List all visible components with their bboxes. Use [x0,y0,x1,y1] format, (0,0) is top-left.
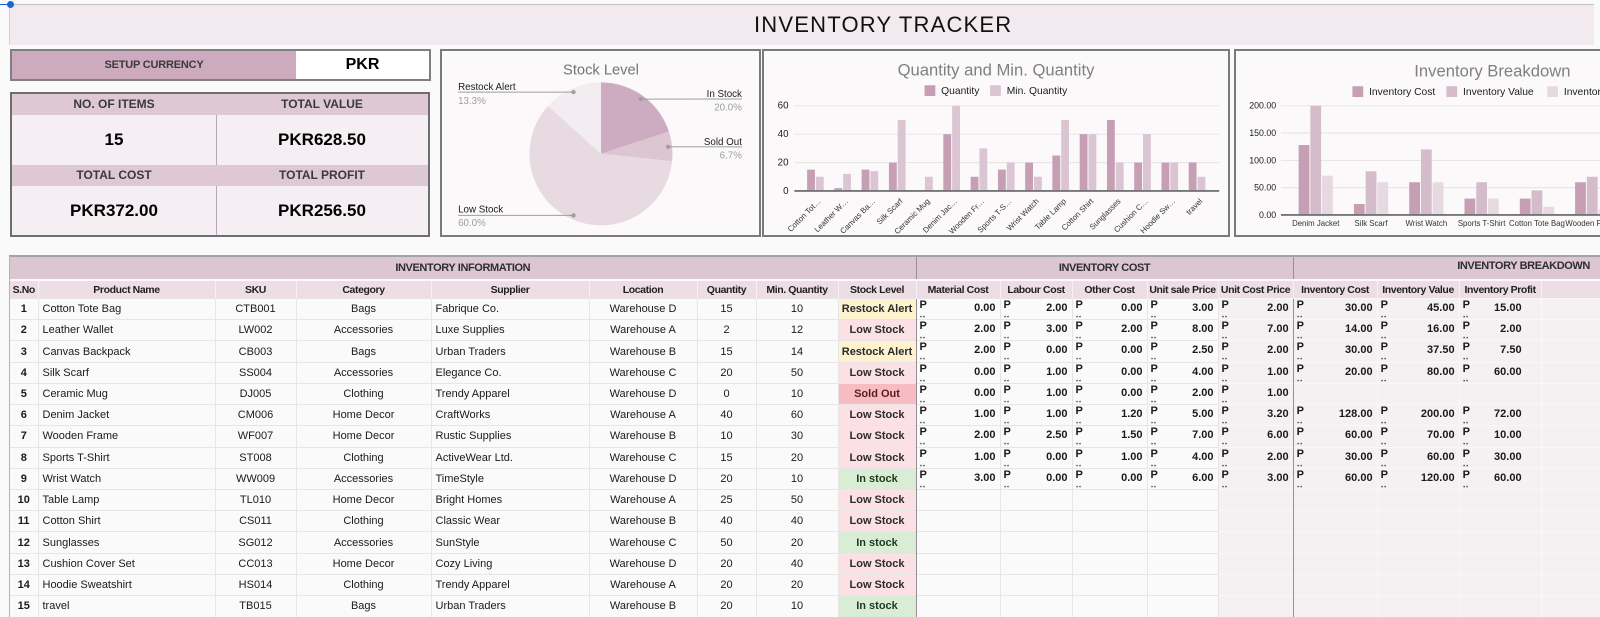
svg-text:Low Stock: Low Stock [458,204,503,215]
svg-text:0: 0 [783,186,789,197]
svg-text:13.3%: 13.3% [458,96,486,107]
svg-text:Quantity and Min. Quantity: Quantity and Min. Quantity [898,60,1096,79]
svg-text:60: 60 [778,101,789,112]
svg-text:Sold Out: Sold Out [704,137,742,148]
svg-text:6.7%: 6.7% [720,151,743,162]
svg-text:Inventory Value: Inventory Value [1463,87,1534,98]
svg-text:150.00: 150.00 [1249,128,1276,138]
svg-text:Restock Alert: Restock Alert [458,82,516,93]
svg-text:Wooden Frame: Wooden Frame [1565,219,1600,228]
svg-text:Min. Quantity: Min. Quantity [1007,86,1068,97]
svg-text:Wrist Watch: Wrist Watch [1406,219,1448,228]
svg-text:Silk Scarf: Silk Scarf [1355,219,1389,228]
svg-text:Quantity: Quantity [941,86,980,97]
svg-text:60.0%: 60.0% [458,218,486,229]
svg-text:Inventory Cost: Inventory Cost [1369,87,1435,98]
svg-text:In Stock: In Stock [707,89,742,100]
svg-text:Cotton Tote Bag: Cotton Tote Bag [1509,219,1565,228]
svg-text:40: 40 [778,129,789,140]
svg-text:50.00: 50.00 [1254,183,1276,193]
svg-text:Sports T-Shirt: Sports T-Shirt [1458,219,1506,228]
svg-text:Denim Jacket: Denim Jacket [1292,219,1340,228]
svg-text:Inventory Profit: Inventory Profit [1564,87,1600,98]
svg-text:100.00: 100.00 [1249,155,1276,165]
svg-text:20: 20 [778,158,789,169]
svg-text:20.0%: 20.0% [714,103,742,114]
svg-text:0.00: 0.00 [1259,210,1276,220]
svg-text:Inventory Breakdown: Inventory Breakdown [1414,61,1570,80]
svg-text:travel: travel [1184,197,1204,217]
svg-text:Stock Level: Stock Level [563,62,639,78]
svg-text:200.00: 200.00 [1249,101,1276,111]
